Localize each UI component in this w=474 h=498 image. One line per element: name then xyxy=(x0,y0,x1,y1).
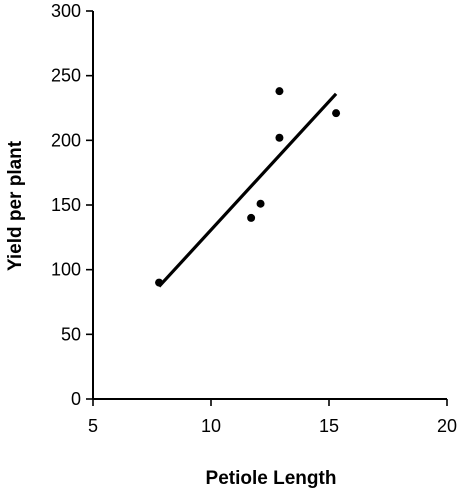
data-point xyxy=(256,199,265,208)
x-tick-label: 15 xyxy=(319,416,339,436)
data-point xyxy=(332,109,341,118)
data-point xyxy=(155,278,164,287)
data-points xyxy=(155,87,341,287)
y-tick-label: 100 xyxy=(51,260,81,280)
data-point xyxy=(247,213,256,222)
x-axis-title: Petiole Length xyxy=(206,468,337,489)
y-tick-label: 150 xyxy=(51,195,81,215)
data-point xyxy=(275,87,284,96)
y-tick-label: 300 xyxy=(51,1,81,21)
trendline xyxy=(157,92,338,288)
axes xyxy=(86,10,448,406)
tick-labels: 0 50 100 150 200 250 300 5 10 15 20 xyxy=(51,1,457,436)
y-tick-label: 250 xyxy=(51,66,81,86)
x-tick-label: 10 xyxy=(201,416,221,436)
y-tick-label: 200 xyxy=(51,130,81,150)
x-tick-label: 20 xyxy=(437,416,457,436)
data-point xyxy=(275,133,284,142)
trendline-layer xyxy=(157,92,338,288)
x-tick-label: 5 xyxy=(88,416,98,436)
y-tick-label: 50 xyxy=(61,324,81,344)
y-axis-title: Yield per plant xyxy=(5,140,26,271)
y-tick-label: 0 xyxy=(71,389,81,409)
